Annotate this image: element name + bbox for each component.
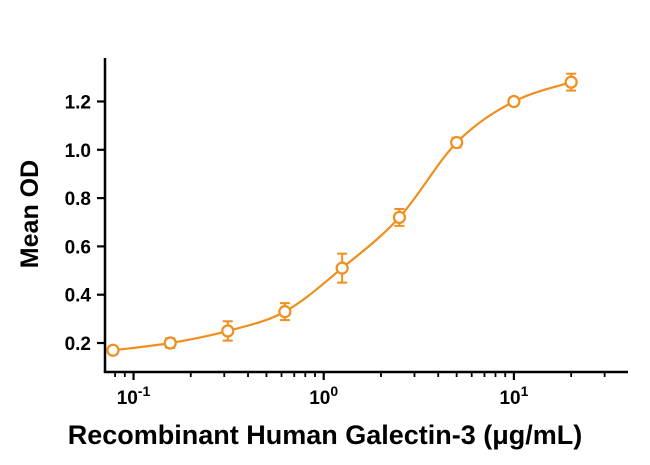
x-tick-label: 10-1 — [117, 383, 151, 409]
y-tick-label: 1.2 — [65, 92, 91, 113]
data-point — [163, 336, 177, 350]
data-point — [450, 135, 464, 150]
y-tick-label: 0.2 — [65, 334, 91, 355]
data-point — [392, 210, 406, 225]
y-tick-label: 0.4 — [65, 286, 92, 307]
data-point — [564, 75, 578, 89]
x-tick-label: 101 — [499, 383, 528, 409]
y-axis-label: Mean OD — [16, 159, 44, 269]
x-axis-title: Recombinant Human Galectin-3 (μg/mL) — [67, 420, 583, 450]
data-point — [507, 94, 521, 109]
x-tick-label: 100 — [309, 383, 338, 409]
data-point — [278, 305, 292, 319]
data-point — [106, 343, 120, 357]
y-tick-label: 1.0 — [65, 141, 91, 162]
data-point — [221, 324, 235, 338]
fit-curve — [112, 81, 572, 352]
data-point — [335, 261, 349, 275]
y-tick-label: 0.6 — [65, 237, 91, 258]
y-tick-label: 0.8 — [65, 189, 91, 210]
